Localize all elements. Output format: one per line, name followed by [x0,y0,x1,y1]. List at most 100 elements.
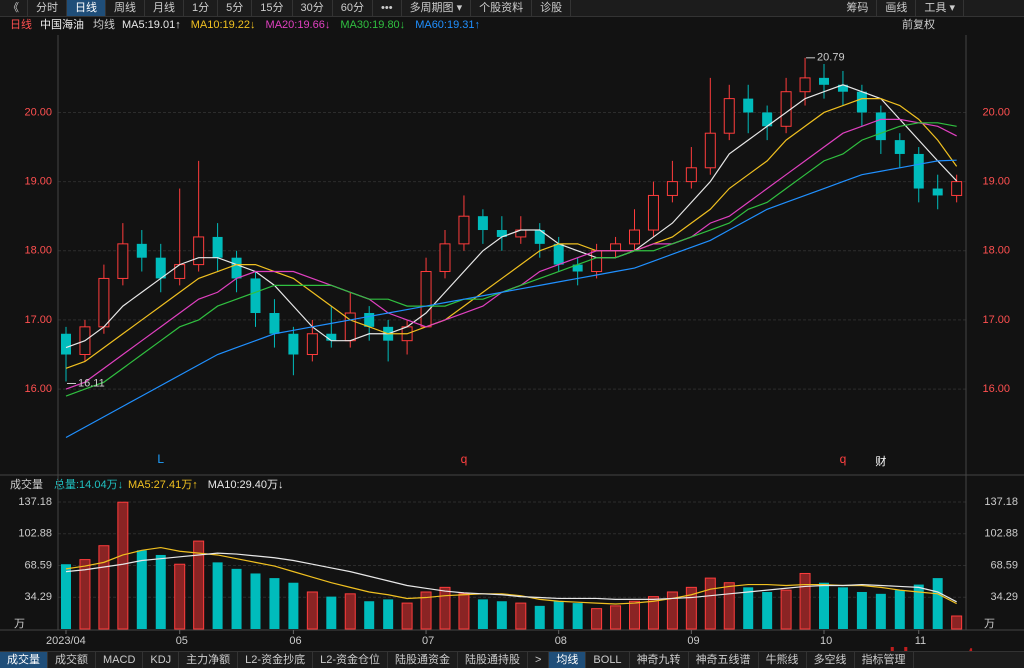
volume-bar [79,559,91,630]
indicator-tab[interactable]: MACD [96,652,144,668]
adjust[interactable]: 前复权 [902,17,935,31]
event-marker: 财 [875,454,886,468]
candle-body [98,277,110,328]
toolbar-button[interactable]: 月线 [145,0,184,16]
indicator-tab[interactable]: 指标管理 [855,652,914,668]
indicator-tab[interactable]: > [528,652,550,668]
candle-body [136,243,147,258]
volume-bar [61,564,71,629]
chart: 日线 中国海油 均线 前复权 成交量 总量:14.04万↓ 万 万 www.dd… [0,17,1024,651]
volume-bar [647,596,659,630]
candle-body [629,229,640,245]
indicator-tab[interactable]: 陆股通持股 [458,652,528,668]
candle-body [591,250,603,273]
toolbar-button[interactable]: 5分 [218,0,253,16]
ma-line [65,159,957,439]
volume-bar [496,601,507,629]
indicator-tab[interactable]: BOLL [586,652,630,668]
event-marker: q [461,452,468,466]
toolbar-button[interactable]: 筹码 [838,0,878,16]
toolbar-button[interactable]: 周线 [106,0,145,16]
indicator-tab[interactable]: 陆股通资金 [388,652,458,668]
event-marker: L [157,452,164,466]
candle-body [231,257,242,279]
indicator-tab[interactable]: KDJ [143,652,180,668]
toolbar-button[interactable]: 《 [0,0,28,16]
volume-title: 成交量 [10,477,43,491]
indicator-tab[interactable]: L2-资金抄底 [238,652,314,668]
candle-body [704,132,716,169]
y-tick-label: 20.00 [24,106,52,118]
volume-bar [326,596,337,629]
candle-body [780,91,792,127]
y-tick-label-right: 19.00 [982,176,1010,188]
candle-body [666,181,678,196]
toolbar-button[interactable]: 1分 [184,0,219,16]
candle-body [61,333,71,355]
candle-body [553,243,564,265]
volume-bar [98,545,110,630]
toolbar-button[interactable]: 日线 [67,0,106,16]
indicator-tab[interactable]: 多空线 [807,652,855,668]
volume-bar [610,605,622,630]
volume-unit-right: 万 [984,618,995,630]
toolbar-button[interactable]: 15分 [252,0,293,16]
volume-bar [685,586,697,630]
volume-bar [364,601,375,629]
indicator-tab[interactable]: 成交量 [0,652,48,668]
toolbar-button[interactable]: 分时 [28,0,67,16]
indicator-tab[interactable]: 均线 [549,652,587,668]
high-label: 20.79 [817,52,845,64]
candle-body [932,188,943,196]
indicator-tab[interactable]: 神奇五线谱 [689,652,759,668]
volume-bar [591,608,603,630]
indicator-tab[interactable]: 神奇九转 [630,652,689,668]
volume-bar [704,577,716,630]
y-tick-label-right: 16.00 [982,383,1010,395]
volume-bar [383,599,394,629]
candle-body [894,140,905,154]
candle-body [117,243,129,279]
indicator-tab[interactable]: L2-资金仓位 [313,652,388,668]
toolbar: 《分时 日线 周线 月线 1分 5分 15分 30分 60分 ••• 多周期图 ▾ 个股资料 诊股 筹码画… [0,0,1024,17]
y-tick-label-right: 102.88 [984,528,1018,540]
bottom-tabs: 成交量 成交额 MACD KDJ 主力净额 L2-资金抄底 L2-资金仓位 陆股通资金 陆股通持… [0,651,1024,668]
toolbar-button[interactable]: 个股资料 [471,0,533,16]
candle-body [212,236,223,258]
indicator-tab[interactable]: 主力净额 [179,652,239,668]
candle-body [269,313,280,334]
volume-bar [629,600,640,630]
toolbar-button[interactable]: ••• [373,0,402,16]
volume-bar [117,501,129,630]
ma-line [65,98,958,369]
volume-bar [439,586,451,630]
watermark: www.ddgp.net [824,643,975,651]
volume-bar [250,573,261,629]
event-marker: q [840,452,847,466]
volume-bar [875,593,886,629]
toolbar-button[interactable]: 30分 [293,0,333,16]
period: 日线 [10,17,32,31]
candle-body [685,167,697,183]
volume-bar [534,605,545,629]
volume-total: 总量:14.04万↓ [54,477,123,491]
ma-line [65,84,958,349]
candle-body [610,243,622,252]
x-tick-label: 10 [820,635,832,647]
toolbar-button[interactable]: 60分 [333,0,373,16]
x-tick-label: 11 [915,635,926,647]
indicator-tab[interactable]: 牛熊线 [759,652,807,668]
candle-body [458,215,470,245]
toolbar-button[interactable]: 多周期图 ▾ [402,0,472,16]
indicator-tab[interactable]: 成交额 [48,652,96,668]
candle-body [288,333,299,355]
volume-bar [932,578,943,629]
candle-body [364,313,375,327]
volume-unit: 万 [14,618,25,630]
toolbar-button[interactable]: 工具 ▾ [916,0,964,16]
y-tick-label: 16.00 [24,383,52,395]
volume-bar [515,602,527,630]
toolbar-button[interactable]: 诊股 [532,0,572,16]
toolbar-button[interactable]: 画线 [877,0,917,16]
